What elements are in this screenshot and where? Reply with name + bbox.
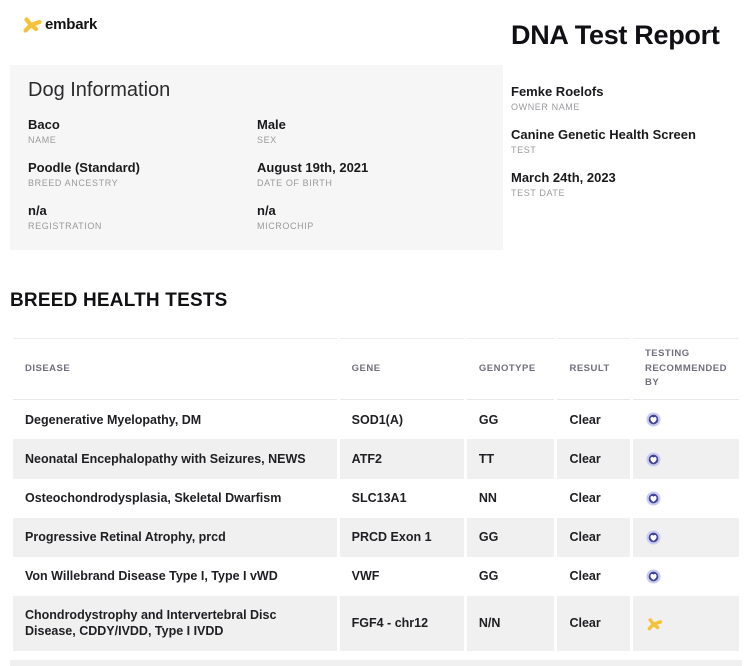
embark-star-icon [645, 614, 664, 633]
table-row: Osteochondrodysplasia, Skeletal Dwarfism… [13, 478, 739, 518]
field-value: n/a [28, 203, 47, 218]
recommended-by-cell [632, 517, 739, 557]
field-value: Male [257, 117, 286, 132]
genotype-cell: GG [466, 517, 555, 557]
genotype-cell: GG [466, 556, 555, 597]
table-row: Von Willebrand Disease Type I, Type I vW… [13, 556, 739, 597]
field-value: n/a [257, 203, 276, 218]
field-registration: n/a REGISTRATION [28, 203, 257, 231]
disease-cell: Degenerative Myelopathy, DM [13, 400, 337, 440]
field-microchip: n/a MICROCHIP [257, 203, 486, 231]
disease-cell: Neonatal Encephalopathy with Seizures, N… [13, 439, 337, 479]
field-value: Baco [28, 117, 60, 132]
dog-info-panel: Dog Information Baco NAME Male SEX Poodl… [10, 65, 503, 250]
recommended-by-cell [632, 439, 739, 479]
gene-cell: PRCD Exon 1 [339, 517, 464, 557]
disease-cell: Progressive Retinal Atrophy, prcd [13, 517, 337, 557]
table-row-partial [10, 660, 742, 666]
disease-cell: Chondrodystrophy and Intervertebral Disc… [13, 596, 337, 651]
result-cell: Clear [557, 596, 630, 651]
column-header-result: RESULT [557, 338, 630, 401]
genotype-cell: GG [466, 400, 555, 440]
breed-health-tests-table: DISEASE GENE GENOTYPE RESULT TESTING REC… [10, 338, 742, 666]
field-value: August 19th, 2021 [257, 160, 369, 175]
recommended-by-cell [632, 556, 739, 597]
gene-cell: SLC13A1 [339, 478, 464, 518]
field-owner-name: Femke Roelofs OWNER NAME [511, 84, 746, 112]
column-header-gene: GENE [339, 338, 464, 401]
disease-cell: Osteochondrodysplasia, Skeletal Dwarfism [13, 478, 337, 518]
result-cell: Clear [557, 556, 630, 597]
shield-badge-icon [645, 412, 662, 427]
genotype-cell: TT [466, 439, 555, 479]
field-label: MICROCHIP [257, 221, 314, 231]
gene-cell: SOD1(A) [339, 400, 464, 440]
table-row: Degenerative Myelopathy, DM SOD1(A) GG C… [13, 400, 739, 440]
field-label: TEST DATE [511, 188, 566, 198]
shield-badge-icon [645, 530, 662, 545]
disease-cell: Von Willebrand Disease Type I, Type I vW… [13, 556, 337, 597]
owner-info: Femke Roelofs OWNER NAME Canine Genetic … [511, 84, 746, 213]
field-test-date: March 24th, 2023 TEST DATE [511, 170, 746, 198]
field-sex: Male SEX [257, 117, 486, 145]
field-value: Canine Genetic Health Screen [511, 127, 696, 142]
shield-badge-icon [645, 451, 662, 467]
table-row: Neonatal Encephalopathy with Seizures, N… [13, 439, 739, 479]
embark-logo: embark [20, 12, 97, 36]
gene-cell: ATF2 [339, 439, 464, 479]
field-label: OWNER NAME [511, 102, 580, 112]
field-value: Poodle (Standard) [28, 160, 140, 175]
field-test: Canine Genetic Health Screen TEST [511, 127, 746, 155]
result-cell: Clear [557, 517, 630, 557]
field-date-of-birth: August 19th, 2021 DATE OF BIRTH [257, 160, 486, 188]
result-cell: Clear [557, 439, 630, 479]
genotype-cell: N/N [466, 596, 555, 651]
column-header-testing-recommended-by: TESTING RECOMMENDED BY [632, 338, 739, 401]
table-row: Chondrodystrophy and Intervertebral Disc… [13, 596, 739, 651]
column-header-disease: DISEASE [13, 338, 337, 401]
dog-info-title: Dog Information [28, 79, 171, 101]
shield-badge-icon [645, 569, 662, 584]
embark-star-icon [20, 12, 44, 36]
report-title: DNA Test Report [511, 20, 720, 50]
section-title-breed-health-tests: BREED HEALTH TESTS [10, 290, 228, 311]
field-value: Femke Roelofs [511, 84, 604, 99]
table-row: Progressive Retinal Atrophy, prcd PRCD E… [13, 517, 739, 557]
recommended-by-cell [632, 596, 739, 651]
column-header-genotype: GENOTYPE [466, 338, 555, 401]
result-cell: Clear [557, 400, 630, 440]
field-label: NAME [28, 135, 57, 145]
field-label: TEST [511, 145, 537, 155]
field-breed-ancestry: Poodle (Standard) BREED ANCESTRY [28, 160, 257, 188]
result-cell: Clear [557, 478, 630, 518]
gene-cell: VWF [339, 556, 464, 597]
field-name: Baco NAME [28, 117, 257, 145]
field-label: BREED ANCESTRY [28, 178, 119, 188]
field-label: REGISTRATION [28, 221, 103, 231]
recommended-by-cell [632, 400, 739, 440]
recommended-by-cell [632, 478, 739, 518]
dog-info-fields: Baco NAME Male SEX Poodle (Standard) BRE… [28, 117, 486, 231]
genotype-cell: NN [466, 478, 555, 518]
field-label: SEX [257, 135, 277, 145]
field-label: DATE OF BIRTH [257, 178, 333, 188]
logo-text: embark [45, 15, 98, 33]
table-header-row: DISEASE GENE GENOTYPE RESULT TESTING REC… [13, 338, 739, 401]
field-value: March 24th, 2023 [511, 170, 616, 185]
shield-badge-icon [645, 491, 662, 506]
gene-cell: FGF4 - chr12 [339, 596, 464, 651]
